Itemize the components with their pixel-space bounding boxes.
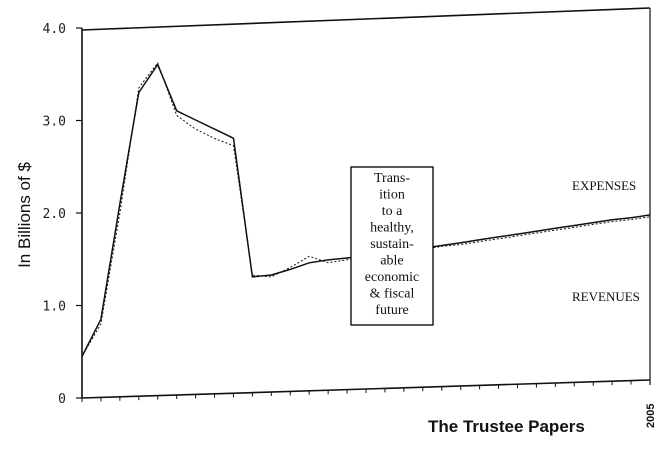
y-tick-label: 3.0 xyxy=(43,115,66,130)
y-axis-label: In Billions of $ xyxy=(15,162,34,268)
annotation-line: future xyxy=(375,303,408,318)
y-tick-label: 4.0 xyxy=(43,22,66,37)
annotation-line: economic xyxy=(365,270,419,285)
y-tick-label: 2.0 xyxy=(43,207,66,222)
series-label-revenues: REVENUES xyxy=(572,289,640,304)
annotation-line: able xyxy=(380,254,403,269)
y-tick-label: 0 xyxy=(58,392,66,407)
x-end-year-label: 2005 xyxy=(645,404,657,428)
y-tick-labels: 0 1.0 2.0 3.0 4.0 xyxy=(43,22,82,407)
annotation-line: sustain- xyxy=(370,237,414,252)
annotation-line: Trans- xyxy=(374,171,410,186)
annotation-line: ition xyxy=(379,188,405,203)
annotation-line: healthy, xyxy=(370,221,414,236)
y-tick-label: 1.0 xyxy=(43,300,66,315)
chart-caption: The Trustee Papers xyxy=(428,417,585,436)
top-frame-line xyxy=(81,7,651,31)
x-tick-marks xyxy=(81,380,651,402)
annotation-line: to a xyxy=(382,204,403,219)
series-label-expenses: EXPENSES xyxy=(572,178,636,193)
annotation-line: & fiscal xyxy=(370,287,415,302)
